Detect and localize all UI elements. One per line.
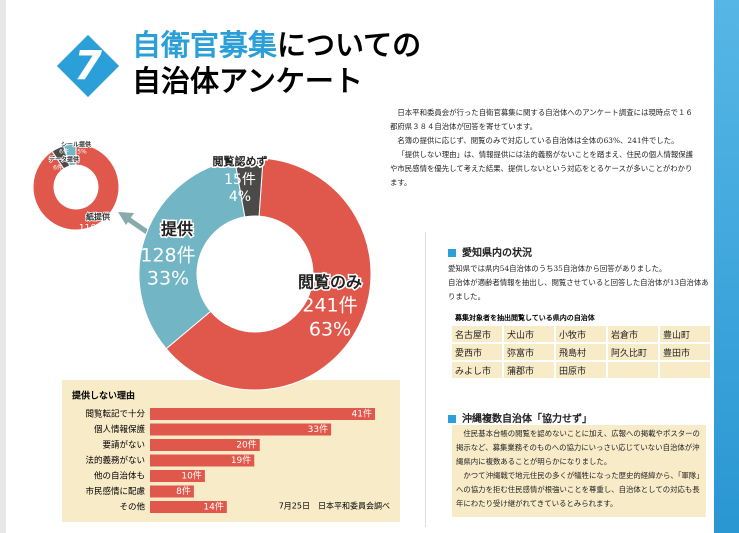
left-stripe (0, 0, 6, 533)
number-badge: 7 (56, 34, 120, 98)
table-cell: 豊山町 (658, 324, 712, 344)
bar-value-label: 10件 (181, 470, 201, 482)
paragraph: 自治体が適齢者情報を抽出し、閲覧させていると回答した自治体が13自治体ありました… (448, 278, 709, 301)
bar-title: 提供しない理由 (72, 390, 135, 402)
aichi-text: 愛知県では県内54自治体のうち35自治体から回答がありました。 自治体が適齢者情… (448, 262, 710, 304)
slice-percent: 90% (94, 236, 114, 246)
title-text: 自治体アンケート (132, 64, 363, 98)
source-note: 7月25日 日本平和委員会調べ (279, 501, 390, 511)
bar-value-label: 41件 (352, 408, 372, 420)
icon (448, 249, 456, 257)
okinawa-box: 住民基本台帳の閲覧を認めないことに加え、広報への掲載やポスターの掲示など、募集業… (452, 425, 706, 517)
table-cell: 田原市 (554, 360, 608, 380)
bar (150, 470, 205, 482)
bar (150, 423, 332, 436)
table-cell: 愛西市 (450, 342, 504, 362)
bar-value-label: 20件 (236, 439, 256, 451)
divider (425, 232, 426, 527)
heading: 沖縄複数自治体「協力せず」 (462, 414, 592, 425)
table-cell (606, 360, 660, 380)
bar-category: 他の自治体も (94, 471, 145, 482)
arrow (126, 216, 152, 237)
bar-value-label: 33件 (308, 423, 328, 435)
okinawa-heading: 沖縄複数自治体「協力せず」 (448, 407, 592, 426)
slice-label: データ提供 (49, 156, 79, 164)
bar-category: 市民感情に配慮 (85, 486, 145, 497)
arrow-head (118, 212, 134, 225)
table-cell: 豊田市 (658, 342, 712, 362)
slice-percent: 4% (229, 189, 251, 205)
icon (448, 415, 456, 423)
donut-slice (62, 143, 77, 167)
bar-category: 要請がない (102, 440, 145, 451)
donut-slice (234, 157, 264, 218)
table-row: みよし市 蒲郡市 田原市 (450, 360, 712, 380)
badge-number: 7 (74, 43, 102, 89)
slice-count: 6件 (53, 164, 63, 172)
bar (150, 454, 255, 467)
table-cell: 弥富市 (502, 342, 556, 362)
bar-category: 閲覧転記で十分 (85, 409, 145, 420)
slice-percent: 33% (147, 268, 189, 290)
paragraph: 名簿の提供に応じず、閲覧のみで対応している自治体は全体の63%、241件でした。 (397, 136, 679, 145)
bar-value-label: 19件 (231, 454, 251, 466)
bar (150, 408, 375, 420)
table-cell: 飛島村 (554, 342, 608, 362)
slice-count: 128件 (140, 245, 195, 267)
slice-count: 15件 (224, 172, 256, 188)
table-cell: 名古屋市 (450, 324, 504, 344)
bar-value-label: 14件 (203, 501, 223, 513)
slice-count: 116件 (79, 222, 105, 234)
slice-count: 241件 (302, 295, 357, 317)
bar-category: その他 (119, 502, 145, 513)
donut-slice (138, 159, 246, 350)
table: 名古屋市 犬山市 小牧市 岩倉市 豊山町 愛西市 弥富市 飛島村 阿久比町 豊田市 みよし市 蒲郡市田… (450, 324, 712, 380)
paragraph: 住民基本台帳の閲覧を認めないことに加え、広報への掲載やポスターの掲示など、募集業… (456, 429, 700, 466)
slice-count: 6件 (59, 148, 69, 156)
slice-label: シール提供 (61, 141, 91, 149)
title-highlight: 自衛官募集 (132, 28, 278, 62)
table-cell: 小牧市 (554, 324, 608, 344)
paragraph: 「提供しない理由」は、情報提供には法的義務がないことを踏まえ、住民の個人情報保護… (390, 150, 694, 187)
table-cell (658, 360, 712, 380)
right-stripe (714, 0, 739, 533)
slice-percent: 63% (309, 319, 351, 341)
bar (150, 485, 194, 498)
bar (150, 501, 227, 513)
table-row: 愛西市 弥富市 飛島村 阿久比町 豊田市 (450, 342, 712, 362)
slice-percent: 5% (77, 149, 87, 156)
table-cell: 蒲郡市 (502, 360, 556, 380)
bar-category: 個人情報保護 (94, 424, 146, 435)
paragraph: 日本平和委員会が行った自衛官募集に関する自治体へのアンケート調査には現時点で１６… (390, 108, 693, 131)
slice-percent: 5% (69, 165, 79, 172)
slice-label: 閲覧のみ (298, 273, 362, 292)
intro: 日本平和委員会が行った自衛官募集に関する自治体へのアンケート調査には現時点で１６… (390, 106, 698, 190)
bar-value-label: 8件 (176, 485, 191, 497)
table-row: 名古屋市 犬山市 小牧市 岩倉市 豊山町 (450, 324, 712, 344)
table-cell: 岩倉市 (606, 324, 660, 344)
slice-label: 紙提供 (86, 212, 110, 222)
title-text: についての (277, 28, 422, 62)
title: 自衛官募集についての 自治体アンケート (132, 27, 421, 99)
donut-slice (165, 157, 372, 391)
aichi-heading: 愛知県内の状況 (448, 241, 532, 260)
table-cell: みよし市 (450, 360, 504, 380)
table-cell: 阿久比町 (606, 342, 660, 362)
paragraph: かつて沖縄戦で地元住民の多くが犠牲になった歴史的経緯から、「軍隊」への協力を拒む… (456, 471, 700, 508)
table-cell: 犬山市 (502, 324, 556, 344)
table-title: 募集対象者を抽出閲覧している県内の自治体 (455, 314, 595, 322)
paragraph: 愛知県では県内54自治体のうち35自治体から回答がありました。 (448, 264, 667, 273)
bar-category: 法的義務がない (85, 455, 145, 466)
heading: 愛知県内の状況 (462, 248, 532, 259)
slice-label: 閲覧認めず (213, 154, 268, 168)
donut-slice (32, 143, 120, 231)
slice-label: 提供 (161, 220, 193, 239)
bar (150, 439, 260, 451)
